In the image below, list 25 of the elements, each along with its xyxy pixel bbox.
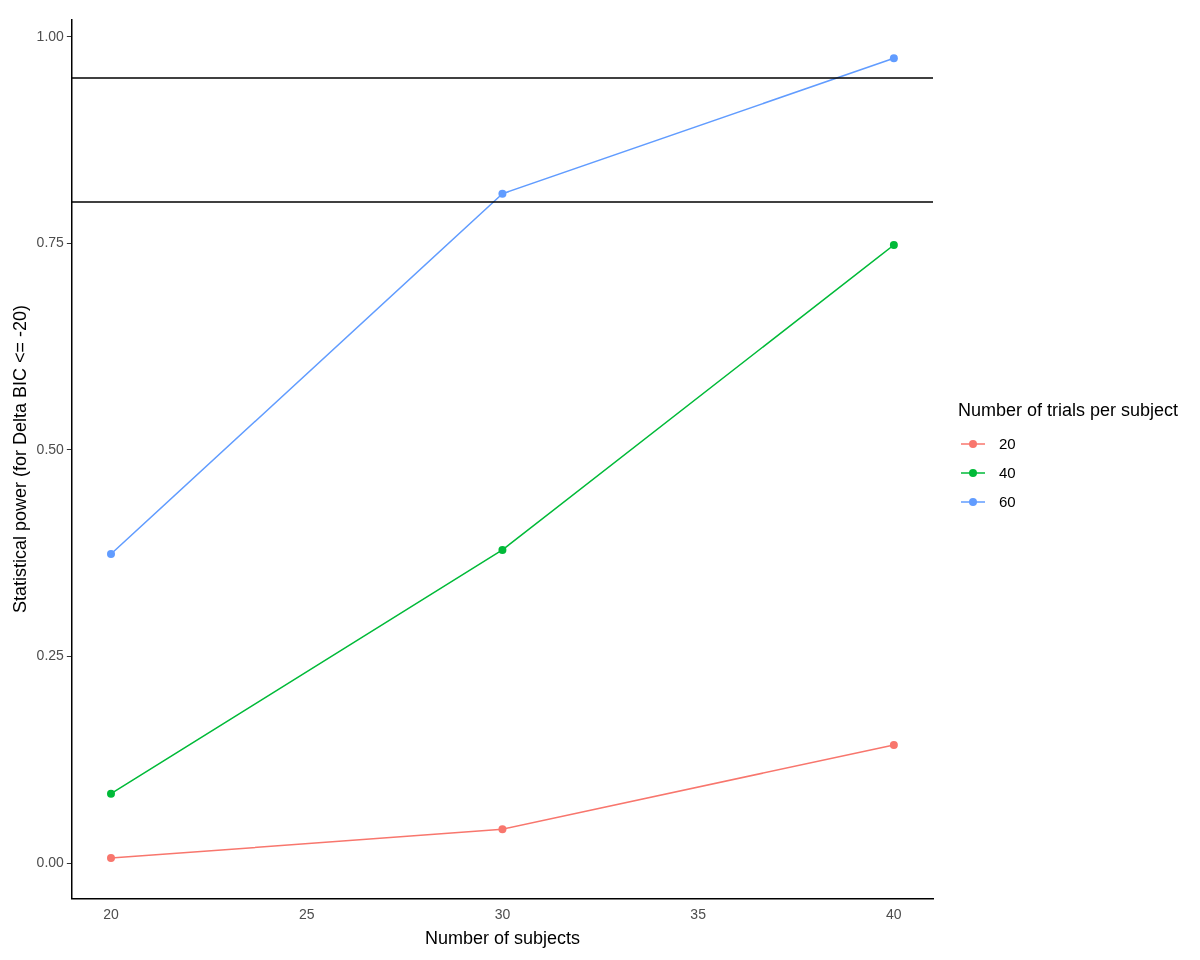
point [498,825,507,834]
point [498,545,507,554]
x-tick-label: 30 [494,905,511,922]
legend-label: 20 [999,435,1016,452]
x-tick-label: 35 [690,905,707,922]
point [889,740,898,749]
x-tick-label: 25 [298,905,315,922]
point [106,789,115,798]
x-tick-label: 20 [103,905,119,922]
y-tick-label: 0.00 [36,853,65,870]
point [106,854,115,863]
y-tick-label: 0.25 [36,647,65,664]
y-axis-title: Statistical power (for Delta BIC <= -20) [9,304,30,614]
legend-label: 60 [999,493,1016,510]
point [889,240,898,249]
point [889,54,898,63]
legend-label: 40 [999,464,1016,481]
y-tick-label: 0.50 [36,440,65,457]
y-tick-label: 0.75 [36,234,65,251]
x-tick-label: 40 [886,905,902,922]
x-axis-title: Number of subjects [424,928,580,949]
point [106,550,115,559]
y-tick-label: 1.00 [36,27,65,44]
legend-title: Number of trials per subject [958,400,1179,421]
point [498,189,507,198]
